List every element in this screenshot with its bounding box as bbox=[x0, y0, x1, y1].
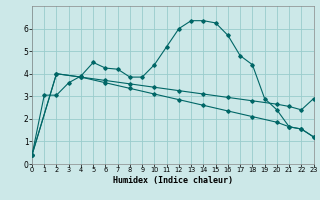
X-axis label: Humidex (Indice chaleur): Humidex (Indice chaleur) bbox=[113, 176, 233, 185]
